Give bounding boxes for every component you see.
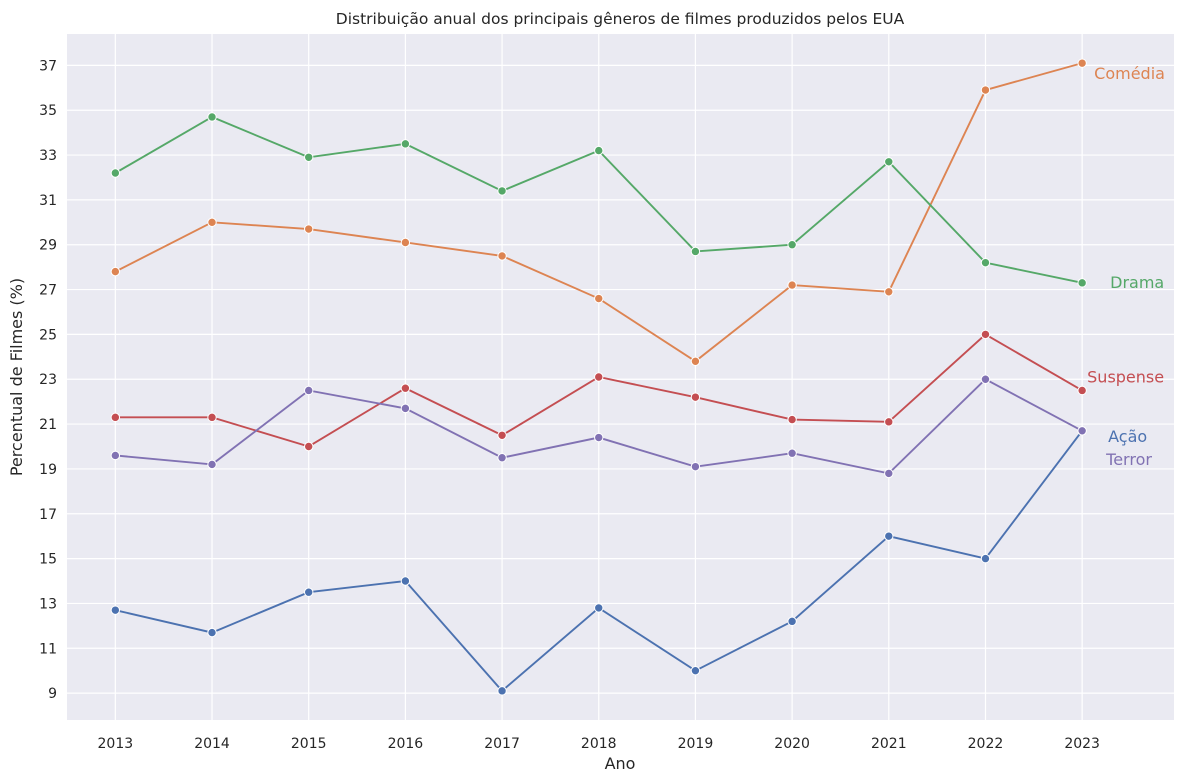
data-point <box>497 453 507 463</box>
x-tick-label: 2021 <box>871 736 907 752</box>
x-tick-label: 2015 <box>291 736 327 752</box>
data-point <box>207 217 217 228</box>
data-point <box>787 616 797 627</box>
data-point <box>207 627 217 638</box>
x-tick-label: 2020 <box>774 736 810 752</box>
x-tick-label: 2023 <box>1064 736 1100 752</box>
data-point <box>497 251 507 261</box>
data-point <box>207 459 217 470</box>
data-point <box>110 168 121 178</box>
y-tick-label: 29 <box>39 238 57 254</box>
data-point <box>787 448 797 458</box>
y-tick-label: 21 <box>39 417 57 433</box>
x-tick-label: 2014 <box>194 736 230 752</box>
data-point <box>690 356 701 367</box>
y-tick-label: 9 <box>48 686 57 702</box>
data-point <box>497 186 507 196</box>
data-point <box>884 531 894 541</box>
data-point <box>497 430 507 440</box>
series-label-terror: Terror <box>1105 450 1152 469</box>
series-label-suspense: Suspense <box>1087 367 1164 386</box>
data-point <box>980 257 991 268</box>
x-tick-label: 2022 <box>968 736 1004 752</box>
data-point <box>497 686 507 696</box>
x-tick-label: 2019 <box>678 736 714 752</box>
series-lines <box>110 58 1087 696</box>
data-point <box>304 441 314 452</box>
plot-area <box>67 34 1174 720</box>
data-point <box>1077 278 1087 288</box>
data-point <box>400 576 411 586</box>
data-point <box>980 329 991 340</box>
data-point <box>594 603 604 613</box>
x-tick-label: 2013 <box>98 736 134 752</box>
x-tick-label: 2018 <box>581 736 617 752</box>
data-point <box>594 432 604 443</box>
data-point <box>690 665 701 676</box>
y-axis-label: Percentual de Filmes (%) <box>7 278 26 476</box>
y-tick-label: 37 <box>39 58 57 74</box>
y-tick-label: 23 <box>39 372 57 388</box>
y-tick-label: 25 <box>39 327 57 343</box>
series-suspense <box>110 329 1087 452</box>
data-point <box>980 374 991 384</box>
data-point <box>304 224 314 234</box>
data-point <box>110 266 121 277</box>
y-tick-label: 35 <box>39 103 57 119</box>
y-tick-label: 17 <box>39 507 57 523</box>
data-point <box>980 553 991 564</box>
data-point <box>594 145 604 156</box>
y-tick-label: 13 <box>39 596 57 612</box>
data-point <box>1077 426 1087 436</box>
series-labels: Ação Comédia Drama Suspense Terror <box>1087 64 1165 469</box>
series-comedia <box>110 58 1087 367</box>
series-label-drama: Drama <box>1110 273 1164 292</box>
data-point <box>594 293 604 304</box>
data-point <box>304 385 314 396</box>
data-point <box>787 280 797 290</box>
data-point <box>884 468 894 479</box>
data-point <box>1077 58 1087 68</box>
data-point <box>110 605 121 615</box>
y-tick-label: 33 <box>39 148 57 164</box>
data-point <box>207 412 217 423</box>
data-point <box>594 372 604 382</box>
y-tick-label: 11 <box>39 641 57 657</box>
data-point <box>304 587 314 597</box>
y-tick-label: 27 <box>39 283 57 299</box>
y-tick-label: 19 <box>39 462 57 478</box>
data-point <box>400 403 411 414</box>
data-point <box>787 240 797 250</box>
series-terror <box>110 374 1087 479</box>
y-tick-label: 31 <box>39 193 57 209</box>
x-tick-label: 2016 <box>388 736 424 752</box>
data-point <box>980 85 991 95</box>
data-point <box>110 412 121 423</box>
data-point <box>884 287 894 297</box>
x-tick-label: 2017 <box>484 736 520 752</box>
data-point <box>400 383 411 393</box>
chart-title: Distribuição anual dos principais gênero… <box>336 10 905 28</box>
data-point <box>690 461 701 472</box>
data-point <box>1077 385 1087 396</box>
data-point <box>884 417 894 427</box>
data-point <box>304 152 314 163</box>
tick-labels: 9 11 13 15 17 19 21 23 25 27 29 31 33 35 37 2013 2014 201… <box>39 58 1100 752</box>
series-label-acao: Ação <box>1108 427 1147 446</box>
y-tick-label: 15 <box>39 552 57 568</box>
data-point <box>110 450 121 461</box>
data-point <box>884 157 894 167</box>
series-acao <box>110 426 1087 696</box>
data-point <box>690 392 701 402</box>
x-axis-label: Ano <box>605 754 636 773</box>
data-point <box>400 237 411 248</box>
data-point <box>787 414 797 425</box>
series-label-comedia: Comédia <box>1094 64 1165 83</box>
data-point <box>207 112 217 122</box>
series-drama <box>110 112 1087 288</box>
data-point <box>690 246 701 257</box>
data-point <box>400 139 411 149</box>
